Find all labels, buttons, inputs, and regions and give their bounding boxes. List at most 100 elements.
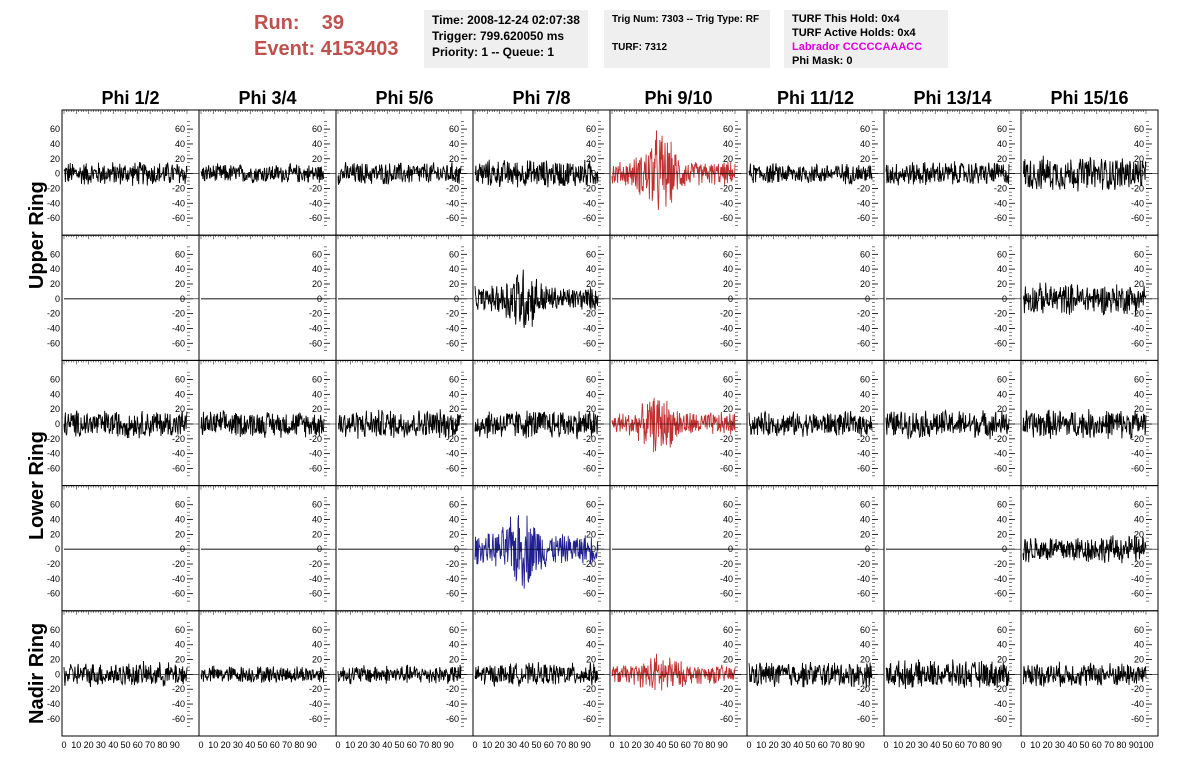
y-tick-label: -20 [446, 183, 459, 193]
x-tick-label: 30 [370, 740, 380, 750]
x-tick-label: 0 [1020, 740, 1025, 750]
y-tick-label: -40 [994, 198, 1007, 208]
x-tick-label: 0 [883, 740, 888, 750]
ring-label: Lower Ring [26, 431, 48, 540]
y-tick-label: -40 [446, 449, 459, 459]
y-tick-label: -60 [857, 714, 870, 724]
y-tick-label: -20 [994, 434, 1007, 444]
y-tick-label-left: -40 [47, 449, 60, 459]
y-tick-label: 60 [586, 375, 596, 385]
y-tick-label: -60 [172, 589, 185, 599]
y-tick-label-left: -60 [47, 213, 60, 223]
waveform-trace [748, 163, 873, 185]
y-tick-label: -60 [309, 589, 322, 599]
trigger-panel: Trig Num: 7303 -- Trig Type: RF TURF: 73… [604, 10, 770, 68]
x-tick-label: 10 [1030, 740, 1040, 750]
y-tick-label: 60 [312, 249, 322, 259]
y-tick-label: -60 [1131, 213, 1144, 223]
y-tick-label: -60 [309, 213, 322, 223]
y-tick-label: 60 [175, 124, 185, 134]
x-tick-label: 10 [71, 740, 81, 750]
y-tick-label: -40 [994, 449, 1007, 459]
x-tick-label: 70 [1104, 740, 1114, 750]
y-tick-label: 20 [312, 404, 322, 414]
x-tick-label: 50 [120, 740, 130, 750]
y-tick-label: -20 [446, 559, 459, 569]
y-tick-label: -60 [583, 213, 596, 223]
y-tick-label-left: -40 [47, 574, 60, 584]
x-tick-label: 10 [345, 740, 355, 750]
y-tick-label: 40 [1134, 515, 1144, 525]
y-tick-label: 20 [586, 279, 596, 289]
run-row: Run: 39 [254, 10, 399, 36]
x-tick-label: 70 [145, 740, 155, 750]
y-tick-label-left: 60 [50, 249, 60, 259]
y-tick-label: 60 [723, 500, 733, 510]
y-tick-label: 20 [723, 529, 733, 539]
y-tick-label: 60 [449, 124, 459, 134]
x-tick-label: 50 [257, 740, 267, 750]
y-tick-label: 20 [997, 655, 1007, 665]
y-tick-label: 60 [586, 500, 596, 510]
y-tick-label-left: 40 [50, 389, 60, 399]
y-tick-label: -60 [720, 714, 733, 724]
waveform-trace [611, 653, 736, 691]
y-tick-label: 20 [723, 279, 733, 289]
y-tick-label: 20 [1134, 529, 1144, 539]
x-tick-label: 90 [992, 740, 1002, 750]
y-tick-label: -60 [994, 213, 1007, 223]
y-tick-label: -60 [583, 589, 596, 599]
x-tick-label: 70 [419, 740, 429, 750]
waveform-trace [474, 410, 599, 440]
y-tick-label: -40 [1131, 449, 1144, 459]
y-tick-label: 20 [1134, 154, 1144, 164]
y-tick-label: -40 [583, 198, 596, 208]
y-tick-label: 60 [997, 500, 1007, 510]
y-tick-label: -40 [309, 699, 322, 709]
y-tick-label: 60 [586, 625, 596, 635]
x-tick-label: 90 [1129, 740, 1139, 750]
y-tick-label: -60 [857, 213, 870, 223]
x-tick-label: 60 [955, 740, 965, 750]
y-tick-label: -20 [309, 559, 322, 569]
y-tick-label: 20 [586, 404, 596, 414]
x-tick-label: 70 [967, 740, 977, 750]
y-tick-label: -40 [172, 323, 185, 333]
y-tick-label: 60 [723, 124, 733, 134]
y-tick-label: 40 [1134, 264, 1144, 274]
time-text: Time: 2008-12-24 02:07:38 [432, 13, 580, 27]
y-tick-label: 40 [586, 389, 596, 399]
y-tick-label: -20 [994, 559, 1007, 569]
x-tick-label: 40 [656, 740, 666, 750]
event-row: Event: 4153403 [254, 36, 399, 62]
y-tick-label: -60 [172, 463, 185, 473]
y-tick-label: -40 [446, 323, 459, 333]
waveform-trace [885, 161, 1010, 186]
y-tick-label: -60 [720, 463, 733, 473]
x-tick-label: 0 [746, 740, 751, 750]
x-tick-label: 20 [221, 740, 231, 750]
x-tick-label: 50 [805, 740, 815, 750]
x-tick-label: 10 [482, 740, 492, 750]
x-tick-label: 50 [394, 740, 404, 750]
y-tick-label: -60 [172, 714, 185, 724]
y-tick-label: 20 [175, 655, 185, 665]
x-tick-label: 40 [1067, 740, 1077, 750]
x-tick-label: 60 [1092, 740, 1102, 750]
x-tick-label: 90 [307, 740, 317, 750]
y-tick-label: 40 [449, 515, 459, 525]
y-tick-label: -20 [446, 434, 459, 444]
y-tick-label: -40 [309, 449, 322, 459]
y-tick-label: -60 [309, 714, 322, 724]
x-tick-label: 50 [942, 740, 952, 750]
run-label: Run: [254, 12, 300, 34]
y-tick-label: 20 [860, 655, 870, 665]
y-tick-label: 40 [175, 139, 185, 149]
y-tick-label-left: 60 [50, 500, 60, 510]
x-tick-label: 0 [61, 740, 66, 750]
y-tick-label: 20 [723, 404, 733, 414]
y-tick-label: -40 [994, 323, 1007, 333]
y-tick-label: 40 [723, 389, 733, 399]
y-tick-label-left: 20 [50, 279, 60, 289]
y-tick-label: -60 [994, 338, 1007, 348]
